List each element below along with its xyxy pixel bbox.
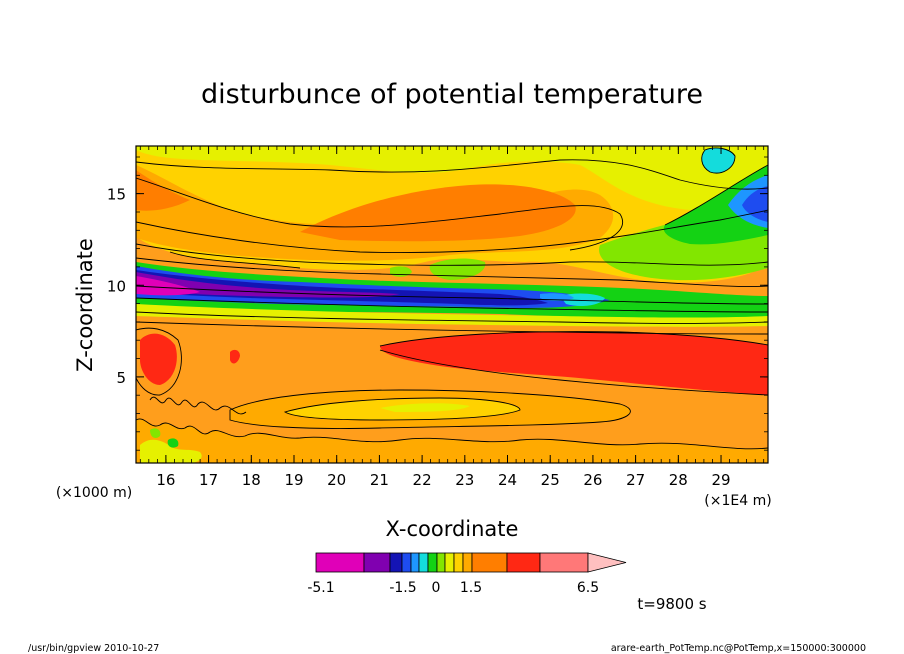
band-blue-right xyxy=(742,186,768,222)
colorbar-labels: -5.1 -1.5 0 1.5 6.5 xyxy=(307,580,599,596)
x-tick-label: 20 xyxy=(327,471,346,489)
warm-core-left xyxy=(136,170,190,211)
footer-right: arare-earth_PotTemp.nc@PotTemp,x=150000:… xyxy=(611,643,866,654)
contour-field xyxy=(136,146,768,463)
x-tick-label: 19 xyxy=(284,471,303,489)
colorbar-swatch xyxy=(410,552,420,573)
colorbar-swatch xyxy=(436,552,446,573)
x-unit-right: (×1E4 m) xyxy=(704,493,771,509)
x-tick-label: 22 xyxy=(413,471,432,489)
band-yellow-lower xyxy=(380,403,470,412)
time-label: t=9800 s xyxy=(637,595,706,613)
colorbar-swatch xyxy=(539,552,589,573)
x-tick-label: 24 xyxy=(498,471,517,489)
band-orange-light-ground xyxy=(136,418,768,463)
band-magenta-left xyxy=(136,276,200,296)
x-tick-label: 25 xyxy=(541,471,560,489)
band-purple-inversion xyxy=(136,272,400,298)
green-blob-mid xyxy=(429,258,486,280)
colorbar-swatch xyxy=(363,552,391,573)
x-axis-title: X-coordinate xyxy=(386,517,519,541)
cyan-patch-top xyxy=(701,148,735,174)
y-tick-label: 5 xyxy=(116,369,126,387)
footer-left: /usr/bin/gpview 2010-10-27 xyxy=(28,643,159,654)
colorbar xyxy=(315,552,627,573)
x-tick-label: 27 xyxy=(626,471,645,489)
colorbar-swatch xyxy=(401,552,412,573)
x-unit-left: (×1000 m) xyxy=(56,485,132,501)
colorbar-end-arrow xyxy=(587,552,627,573)
x-tick-label: 28 xyxy=(669,471,688,489)
y-tick-label: 10 xyxy=(107,277,126,295)
x-tick-label: 18 xyxy=(242,471,261,489)
x-tick-label: 16 xyxy=(156,471,175,489)
band-yellow-ground xyxy=(140,439,202,463)
colorbar-swatch xyxy=(453,552,464,573)
x-tick-label: 23 xyxy=(455,471,474,489)
warm-core-red-left xyxy=(140,333,177,385)
x-tick-label: 29 xyxy=(711,471,730,489)
x-axis: 16 17 18 19 20 21 22 23 24 25 26 27 28 29 xyxy=(139,146,765,489)
chart-title: disturbunce of potential temperature xyxy=(201,79,703,110)
plot-frame xyxy=(135,145,769,464)
colorbar-tick-label: 0 xyxy=(432,580,441,596)
band-navy-inversion xyxy=(136,270,548,306)
band-yellow-below xyxy=(136,304,768,327)
x-tick-label: 21 xyxy=(370,471,389,489)
colorbar-tick-label: -5.1 xyxy=(307,580,334,596)
green-spot-ground-2 xyxy=(167,438,179,448)
colorbar-swatch xyxy=(444,552,455,573)
colorbar-swatch xyxy=(315,552,365,573)
contour-lines xyxy=(136,147,768,450)
x-tick-label: 26 xyxy=(583,471,602,489)
warm-core-red-right xyxy=(380,331,768,395)
sky-patch-mid xyxy=(540,293,574,301)
colorbar-swatch xyxy=(389,552,403,573)
colorbar-swatch xyxy=(427,552,438,573)
y-axis-title: Z-coordinate xyxy=(73,238,97,372)
colorbar-swatch xyxy=(506,552,541,573)
colorbar-tick-label: -1.5 xyxy=(389,580,416,596)
colorbar-tick-label: 6.5 xyxy=(577,580,599,596)
x-tick-label: 17 xyxy=(199,471,218,489)
red-spot-small xyxy=(230,349,240,364)
colorbar-swatch xyxy=(418,552,429,573)
colorbar-tick-label: 1.5 xyxy=(460,580,482,596)
warm-core-upper xyxy=(300,184,576,242)
y-axis: 5 10 15 xyxy=(107,156,768,451)
colorbar-swatch xyxy=(462,552,473,573)
green-spot-ground xyxy=(150,428,161,438)
colorbar-swatch xyxy=(471,552,508,573)
y-tick-label: 15 xyxy=(107,186,126,204)
